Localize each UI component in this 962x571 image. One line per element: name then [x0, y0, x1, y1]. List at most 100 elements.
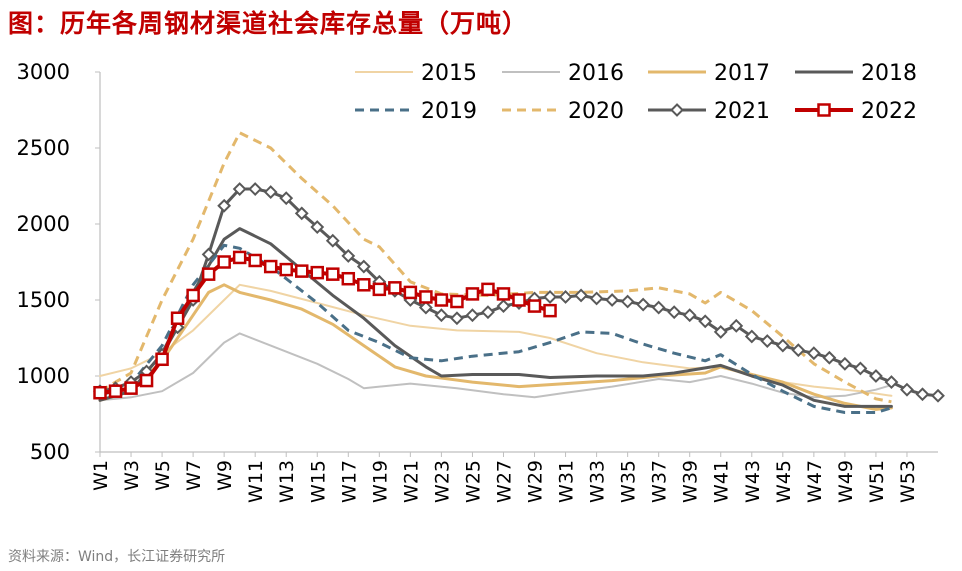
series-2021 — [93, 182, 945, 403]
data-point-2021 — [341, 249, 356, 263]
y-tick-label: 1500 — [17, 288, 70, 312]
legend-item-2019: 2019 — [355, 99, 477, 124]
data-point-2022 — [419, 290, 433, 304]
series-line-2018 — [98, 227, 893, 408]
x-tick-label: W39 — [680, 460, 702, 503]
legend-label: 2021 — [714, 99, 770, 124]
data-point-2022 — [279, 262, 293, 277]
series-line-2022 — [98, 255, 552, 395]
data-point-2022 — [434, 293, 449, 307]
x-tick-label: W35 — [618, 460, 640, 503]
x-tick-label: W27 — [493, 460, 515, 503]
x-tick-label: W45 — [773, 460, 795, 503]
x-tick-label: W9 — [214, 460, 236, 491]
data-point-2021 — [232, 182, 247, 196]
data-point-2021 — [325, 233, 340, 248]
data-point-2021 — [543, 290, 557, 304]
data-point-2022 — [496, 287, 511, 301]
legend-item-2016: 2016 — [502, 61, 624, 86]
data-point-2021 — [667, 305, 682, 320]
data-point-2021 — [481, 305, 495, 320]
x-tick-label: W37 — [649, 460, 671, 503]
x-tick-label: W7 — [183, 460, 205, 491]
data-point-2021 — [775, 338, 790, 353]
x-tick-label: W29 — [525, 460, 547, 503]
legend-item-2020: 2020 — [502, 99, 624, 124]
data-point-2021 — [450, 311, 464, 326]
legend-item-2017: 2017 — [648, 61, 770, 86]
x-tick-label: W31 — [556, 460, 578, 503]
data-point-2021 — [884, 375, 899, 389]
data-point-2021 — [806, 346, 821, 361]
chart-series — [93, 131, 945, 414]
source-note: 资料来源：Wind，长江证券研究所 — [8, 549, 226, 565]
legend-item-2015: 2015 — [355, 61, 477, 86]
legend-item-2018: 2018 — [795, 61, 917, 86]
data-point-2021 — [496, 299, 511, 313]
data-point-2022 — [388, 281, 402, 295]
data-point-2021 — [620, 294, 635, 309]
legend-marker — [670, 103, 684, 117]
data-point-2022 — [232, 250, 247, 265]
data-point-2022 — [248, 253, 262, 268]
data-point-2021 — [217, 198, 232, 213]
legend-label: 2020 — [568, 99, 624, 124]
legend-label: 2017 — [714, 61, 770, 86]
chart-title: 图：历年各周钢材渠道社会库存总量（万吨） — [8, 9, 529, 38]
data-point-2022 — [543, 303, 557, 318]
data-point-2022 — [527, 299, 542, 313]
x-tick-label: W43 — [742, 460, 764, 503]
data-point-2022 — [186, 288, 200, 303]
data-point-2022 — [326, 267, 340, 281]
data-point-2021 — [698, 314, 713, 329]
data-point-2021 — [791, 343, 806, 358]
data-point-2022 — [217, 255, 231, 269]
legend-label: 2016 — [568, 61, 624, 86]
data-point-2022 — [294, 264, 309, 278]
legend-item-2022: 2022 — [795, 99, 917, 124]
x-tick-label: W3 — [121, 460, 143, 491]
data-point-2021 — [900, 382, 914, 397]
data-point-2022 — [450, 294, 464, 309]
x-tick-label: W11 — [245, 460, 267, 503]
x-tick-label: W51 — [866, 460, 888, 503]
series-2019 — [99, 243, 892, 414]
x-tick-label: W49 — [835, 460, 857, 503]
data-point-2021 — [574, 288, 588, 303]
data-point-2021 — [418, 300, 433, 315]
data-point-2021 — [356, 259, 371, 274]
series-line-2019 — [99, 243, 892, 414]
data-point-2022 — [481, 282, 495, 297]
data-point-2022 — [372, 282, 387, 297]
data-point-2022 — [357, 278, 371, 292]
data-point-2022 — [108, 384, 123, 398]
data-point-2021 — [248, 182, 263, 196]
data-point-2021 — [589, 291, 604, 306]
data-point-2021 — [434, 308, 449, 323]
data-point-2022 — [139, 373, 154, 388]
x-tick-label: W53 — [897, 460, 919, 503]
data-point-2022 — [155, 352, 169, 367]
legend-label: 2019 — [421, 99, 477, 124]
legend-label: 2018 — [861, 61, 917, 86]
data-point-2021 — [263, 185, 278, 199]
data-point-2021 — [869, 369, 883, 383]
data-point-2021 — [729, 318, 744, 333]
legend-item-2021: 2021 — [648, 99, 770, 124]
y-tick-label: 2500 — [17, 136, 70, 160]
x-tick-label: W1 — [90, 460, 112, 491]
data-point-2022 — [201, 267, 216, 281]
data-point-2021 — [744, 329, 759, 344]
data-point-2021 — [201, 247, 216, 262]
series-line-2021 — [98, 187, 940, 398]
data-point-2022 — [465, 287, 480, 301]
x-tick-label: W5 — [152, 460, 174, 491]
y-tick-label: 1000 — [17, 364, 70, 388]
data-point-2021 — [651, 300, 666, 315]
data-point-2022 — [124, 381, 138, 395]
y-tick-label: 2000 — [17, 212, 70, 236]
legend-label: 2015 — [421, 61, 477, 86]
data-point-2022 — [403, 285, 418, 300]
x-tick-label: W41 — [711, 460, 733, 503]
